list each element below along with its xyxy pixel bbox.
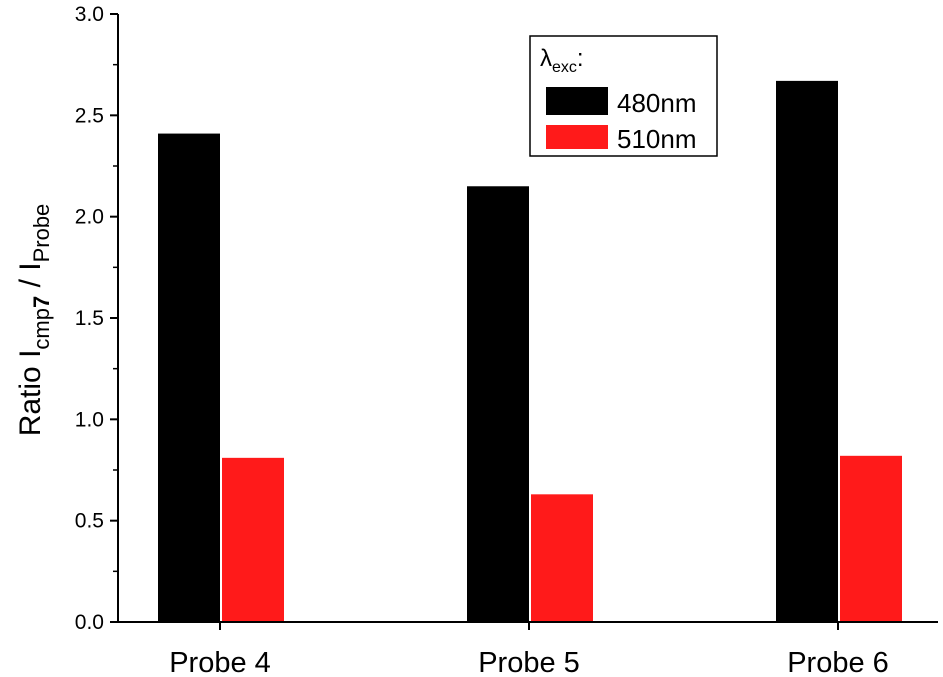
bar-probe-6-510nm xyxy=(840,455,902,622)
x-category-label: Probe 6 xyxy=(787,647,889,677)
y-tick-label: 1.0 xyxy=(75,408,104,431)
legend-swatch-480nm xyxy=(546,87,608,115)
y-tick-label: 2.0 xyxy=(75,206,104,229)
legend-label-510nm: 510nm xyxy=(617,124,697,154)
y-ticks-group: 0.0 0.5 1.0 1.5 2.0 2.5 3.0 xyxy=(75,3,118,634)
bar-probe-5-480nm xyxy=(467,186,529,622)
y-tick-label: 3.0 xyxy=(75,3,104,26)
bar-probe-4-480nm xyxy=(158,133,220,622)
legend-title-symbol: λ xyxy=(540,45,552,72)
y-axis-label-prefix: Ratio I xyxy=(14,350,47,437)
legend: λexc: 480nm 510nm xyxy=(529,35,718,157)
y-tick-label: 2.5 xyxy=(75,104,104,127)
y-axis-label-sub1: cmp xyxy=(29,308,54,350)
x-category-label: Probe 4 xyxy=(169,647,271,677)
y-axis-label-sub2: Probe xyxy=(29,204,54,263)
y-tick-label: 1.5 xyxy=(75,307,104,330)
x-category-label: Probe 5 xyxy=(478,647,580,677)
legend-swatch-510nm xyxy=(546,125,608,149)
y-axis-label-sub1-bold: 7 xyxy=(29,296,54,308)
bars-group xyxy=(158,80,902,622)
legend-title-suffix: : xyxy=(577,45,584,72)
legend-label-480nm: 480nm xyxy=(617,88,697,118)
bar-probe-6-480nm xyxy=(776,80,838,622)
legend-title: λexc: xyxy=(540,45,584,76)
y-axis-label-mid: / I xyxy=(14,262,47,295)
y-axis-label: Ratio Icmp7 / IProbe xyxy=(14,204,54,437)
bar-probe-5-510nm xyxy=(531,494,593,622)
y-tick-label: 0.5 xyxy=(75,510,104,533)
legend-title-sub: exc xyxy=(552,59,577,76)
bar-probe-4-510nm xyxy=(222,457,284,622)
x-labels-group: Probe 4 Probe 5 Probe 6 xyxy=(169,622,889,677)
y-tick-label: 0.0 xyxy=(75,611,104,634)
